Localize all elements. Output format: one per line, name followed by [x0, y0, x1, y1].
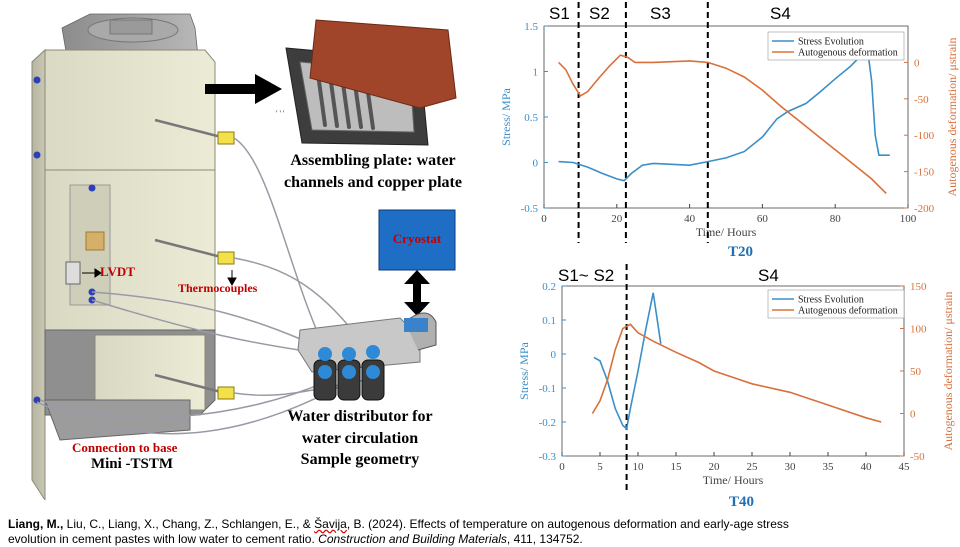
- upper-mould-block: [31, 48, 216, 500]
- autogenous-deformation-line: [558, 54, 887, 194]
- connection-to-base-label: Connection to base: [72, 440, 178, 455]
- citation-volume: , 411, 134752.: [506, 532, 583, 546]
- y2-axis-label: Autogenous deformation/ μstrain: [941, 291, 955, 450]
- y2-tick-label: 0: [914, 57, 920, 69]
- x-tick-label: 40: [684, 213, 696, 225]
- t40-stage-s1-s2: S1~ S2: [558, 266, 615, 285]
- x-tick-label: 25: [747, 461, 759, 473]
- y-tick-label: -0.2: [539, 417, 556, 429]
- y-tick-label: -0.5: [521, 203, 539, 215]
- y-tick-label: 1: [533, 67, 539, 79]
- chart-t20: 0 20 40 60 80 100-0.500.511.5-200-150-100-500…: [500, 2, 959, 243]
- y2-tick-label: -200: [914, 203, 935, 215]
- x-tick-label: 5: [597, 461, 603, 473]
- y2-tick-label: -150: [914, 167, 935, 179]
- autogenous-deformation-line: [591, 323, 882, 423]
- y2-tick-label: 50: [910, 366, 922, 378]
- x-tick-label: 15: [671, 461, 683, 473]
- stress-evolution-line: [558, 52, 890, 182]
- y-tick-label: 0.5: [524, 112, 538, 124]
- x-tick-label: 40: [861, 461, 873, 473]
- legend-label-stress: Stress Evolution: [798, 37, 864, 48]
- x-tick-label: 20: [611, 213, 623, 225]
- y2-tick-label: 100: [910, 324, 927, 336]
- x-axis-label: Time/ Hours: [696, 225, 757, 239]
- citation-journal: Construction and Building Materials: [318, 532, 507, 546]
- water-distributor: [297, 312, 437, 401]
- y-axis-label: Stress/ MPa: [500, 87, 513, 145]
- y-tick-label: 0: [551, 349, 557, 361]
- x-axis-label: Time/ Hours: [703, 473, 764, 487]
- x-tick-label: 0: [541, 213, 547, 225]
- legend-box: [767, 31, 905, 61]
- citation-first-author: Liang, M.,: [8, 517, 64, 531]
- y2-axis-label: Autogenous deformation/ μstrain: [945, 37, 959, 196]
- y2-tick-label: -50: [914, 94, 929, 106]
- y-tick-label: -0.3: [539, 451, 557, 463]
- x-tick-label: 100: [900, 213, 917, 225]
- t20-stage-s4: S4: [770, 4, 791, 23]
- y-tick-label: 0: [533, 158, 539, 170]
- y-tick-label: 0.2: [542, 281, 556, 293]
- citation-title-cont: evolution in cement pastes with low wate…: [8, 532, 319, 546]
- x-tick-label: 30: [785, 461, 797, 473]
- y-tick-label: 0.1: [542, 315, 556, 327]
- assembling-plate: [285, 19, 457, 146]
- blue-screws: [33, 76, 96, 404]
- citation-authors: Liu, C., Liang, X., Chang, Z., Schlangen…: [63, 517, 315, 531]
- distributor-caption-line-2: water circulation: [301, 430, 419, 447]
- y-tick-label: -0.1: [539, 383, 556, 395]
- x-tick-label: 0: [559, 461, 565, 473]
- y-axis-label: Stress/ MPa: [517, 341, 531, 399]
- tstm-apparatus-illustration: ' ' ': [31, 13, 457, 500]
- cryostat-double-arrow: [404, 270, 430, 316]
- t20-stage-s2: S2: [589, 4, 610, 23]
- x-tick-label: 60: [757, 213, 769, 225]
- middle-mould-block: [44, 169, 216, 331]
- x-tick-label: 80: [830, 213, 842, 225]
- lvdt-sensor: [65, 261, 81, 285]
- thermocouples-label: Thermocouples: [178, 281, 258, 295]
- plate-caption-line-2: channels and copper plate: [284, 174, 462, 191]
- t40-stage-s4: S4: [758, 266, 779, 285]
- arrow-to-plate: [205, 74, 282, 104]
- x-tick-label: 10: [633, 461, 645, 473]
- y2-tick-label: 150: [910, 281, 927, 293]
- citation-line-1: Liang, M., Liu, C., Liang, X., Chang, Z.…: [8, 517, 789, 532]
- y2-tick-label: -50: [910, 451, 925, 463]
- label-pointer-arrows: [82, 268, 237, 287]
- cryostat-label: Cryostat: [392, 231, 442, 246]
- legend-label-deformation: Autogenous deformation: [798, 306, 898, 317]
- mini-tstm-label: Mini -TSTM: [90, 456, 174, 472]
- plate-marks: ' ' ': [276, 109, 285, 118]
- legend-label-deformation: Autogenous deformation: [798, 48, 898, 59]
- stress-evolution-line: [593, 292, 662, 431]
- t20-chart-title: T20: [728, 244, 754, 260]
- thermocouple-probes: [154, 118, 226, 395]
- distributor-caption-line-3: Sample geometry: [300, 451, 420, 468]
- x-tick-label: 45: [899, 461, 911, 473]
- plate-caption-line-1: Assembling plate: water: [290, 152, 456, 169]
- t20-stage-s1: S1: [549, 4, 570, 23]
- thermocouple-connectors: [217, 131, 235, 400]
- t40-chart-title: T40: [729, 494, 755, 510]
- distributor-caption-line-1: Water distributor for: [287, 408, 433, 425]
- cryostat-box: [378, 209, 456, 271]
- legend-box: [767, 289, 905, 319]
- x-tick-label: 20: [709, 461, 721, 473]
- legend-label-stress: Stress Evolution: [798, 295, 864, 306]
- lower-mould-block: [44, 329, 216, 441]
- y-tick-label: 1.5: [524, 21, 538, 33]
- t20-stage-s3: S3: [650, 4, 671, 23]
- citation-last-author: Šavija: [314, 517, 347, 531]
- x-tick-label: 35: [823, 461, 835, 473]
- chart-t40: 0 5 10 15 20 25 30 35 40 45 -0.3 -0.2 -0.1 0 0.1 0.2 -50…: [517, 264, 955, 492]
- y2-tick-label: -100: [914, 130, 935, 142]
- citation-title: , B. (2024). Effects of temperature on a…: [346, 517, 789, 531]
- y2-tick-label: 0: [910, 409, 916, 421]
- lvdt-label: LVDT: [100, 264, 135, 279]
